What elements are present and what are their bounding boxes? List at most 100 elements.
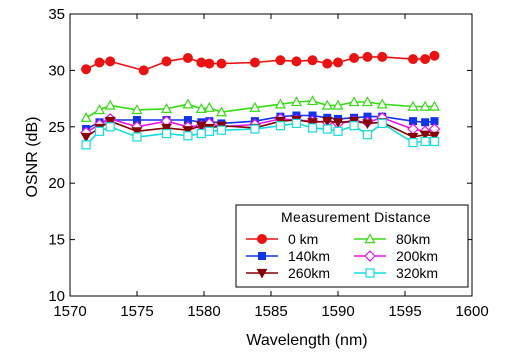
legend-label: 200km — [396, 248, 438, 264]
data-point — [362, 51, 373, 62]
data-point — [160, 103, 172, 113]
data-point — [321, 117, 333, 127]
data-point — [349, 121, 359, 131]
data-point — [131, 104, 143, 115]
data-point — [161, 128, 172, 139]
legend-marker — [364, 250, 376, 262]
data-point — [332, 118, 344, 128]
legend-item: 260km — [246, 265, 330, 281]
x-axis-ticks: 1570 1575 1580 1585 1590 1595 1600 — [53, 14, 489, 320]
data-point — [182, 126, 194, 136]
y-tick-label: 10 — [48, 288, 65, 305]
data-point — [420, 136, 430, 147]
data-point — [290, 96, 302, 107]
data-point — [321, 99, 333, 110]
legend-item: 80km — [354, 231, 430, 247]
data-point — [203, 101, 215, 112]
legend-marker — [365, 268, 375, 278]
data-point — [93, 104, 105, 115]
x-tick-label: 1580 — [187, 303, 220, 320]
series-260km — [80, 115, 440, 143]
data-point — [377, 51, 388, 62]
data-point — [376, 98, 388, 109]
data-point — [216, 125, 227, 135]
data-point — [420, 54, 431, 65]
data-point — [104, 99, 116, 110]
data-point — [421, 118, 430, 127]
y-axis-ticks: 10 15 20 25 30 35 — [48, 6, 472, 305]
data-point — [182, 52, 193, 63]
data-point — [94, 57, 105, 68]
x-tick-label: 1575 — [120, 303, 153, 320]
data-point — [215, 106, 227, 117]
data-point — [407, 123, 419, 135]
data-point — [322, 124, 332, 134]
legend-item: 320km — [354, 265, 438, 281]
series-layer — [80, 50, 441, 150]
data-point — [407, 100, 419, 111]
legend-label: 260km — [288, 265, 330, 281]
data-point — [81, 64, 92, 75]
y-tick-label: 30 — [48, 62, 65, 79]
data-point — [94, 126, 105, 136]
data-point — [274, 98, 286, 109]
legend-label: 320km — [396, 265, 438, 281]
legend-item: 0 km — [246, 231, 318, 247]
legend-marker — [258, 252, 266, 260]
legend-item: 140km — [246, 248, 330, 264]
data-point — [80, 132, 92, 143]
legend-marker — [257, 234, 267, 244]
data-point — [429, 136, 440, 147]
data-point — [104, 117, 116, 127]
data-point — [195, 103, 207, 113]
x-axis-title: Wavelength (nm) — [246, 332, 367, 349]
legend-label: 140km — [288, 248, 330, 264]
data-point — [407, 132, 419, 143]
series-0km — [81, 50, 440, 76]
data-point — [307, 118, 318, 128]
data-point — [161, 123, 172, 134]
x-tick-label: 1595 — [388, 303, 421, 320]
legend-marker — [256, 268, 268, 279]
data-point — [81, 140, 91, 150]
data-point — [419, 130, 431, 141]
data-point — [275, 55, 286, 66]
y-tick-label: 25 — [48, 119, 65, 136]
series-80km — [80, 95, 440, 122]
data-point — [333, 57, 343, 68]
data-point — [204, 126, 214, 136]
data-point — [131, 127, 143, 137]
x-tick-label: 1590 — [321, 303, 354, 320]
data-point — [307, 95, 319, 106]
data-point — [291, 118, 302, 129]
data-point — [349, 52, 360, 63]
data-point — [428, 100, 440, 111]
data-point — [249, 101, 261, 112]
data-point — [307, 123, 318, 133]
data-point — [291, 56, 302, 67]
data-point — [362, 130, 373, 140]
data-point — [275, 121, 285, 131]
legend: Measurement Distance 0 km 80km 140km 200km 2… — [235, 204, 469, 288]
x-tick-label: 1570 — [53, 303, 86, 320]
data-point — [161, 56, 172, 67]
legend-item: 200km — [354, 248, 438, 264]
x-tick-label: 1600 — [455, 303, 488, 320]
data-point — [333, 126, 343, 136]
data-point — [80, 112, 92, 122]
legend-label: 0 km — [288, 231, 318, 247]
data-point — [332, 99, 344, 110]
data-point — [419, 100, 431, 111]
data-point — [183, 131, 193, 141]
data-point — [182, 98, 194, 109]
legend-items: 0 km 80km 140km 200km 260km 320km — [246, 231, 438, 281]
data-point — [362, 119, 373, 129]
data-point — [408, 54, 419, 65]
legend-title: Measurement Distance — [281, 209, 431, 225]
data-point — [250, 124, 260, 134]
data-point — [307, 55, 318, 66]
data-point — [196, 57, 207, 68]
y-tick-label: 15 — [48, 232, 65, 249]
series-320km — [81, 118, 440, 150]
